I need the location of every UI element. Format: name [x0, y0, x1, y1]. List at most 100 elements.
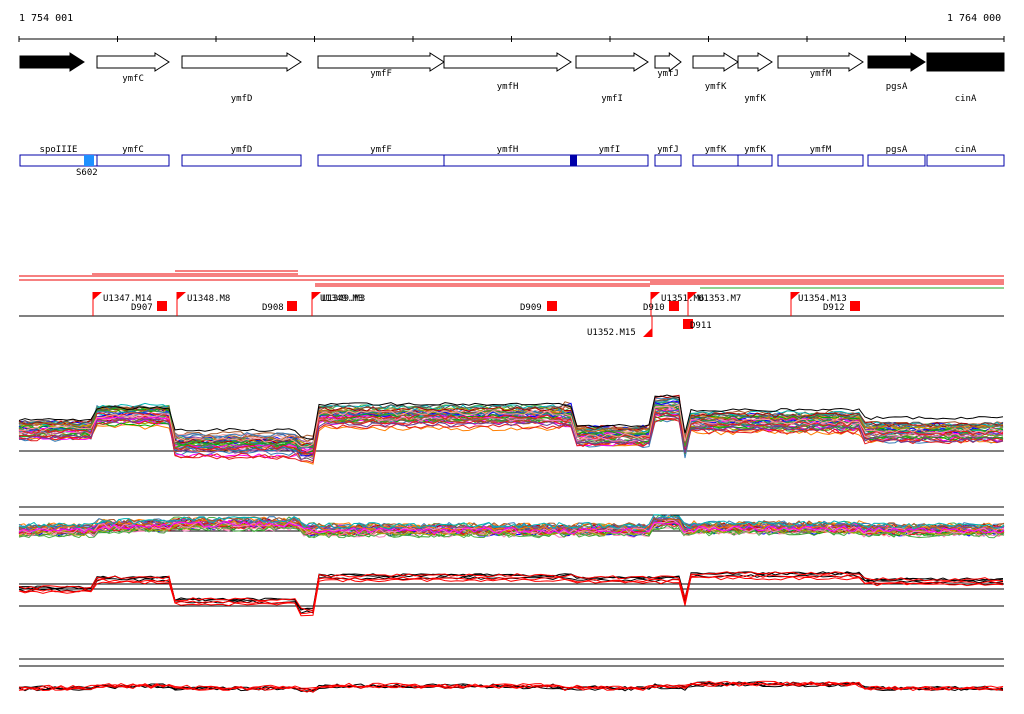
gene-label-ymfF: ymfF — [370, 69, 392, 79]
annotation-box-ymfK[interactable] — [737, 154, 773, 167]
profile-track-1 — [18, 394, 1004, 465]
profile-1-line-black — [18, 394, 1004, 440]
marker-down-box[interactable] — [683, 319, 693, 329]
annotation-box-ymfM[interactable] — [777, 154, 864, 167]
annotation-box-ymfF[interactable] — [317, 154, 445, 167]
gene-track[interactable]: spoIIIE ymfC ymfD ymfF ymfH ymfI ymfJ ymfK ymfK y… — [19, 51, 1005, 104]
profile-2-line — [18, 514, 1005, 530]
marker-down-box[interactable] — [669, 301, 679, 311]
annotation-box-ymfI[interactable] — [570, 154, 649, 167]
feature-S602-mark[interactable] — [84, 155, 94, 166]
marker-down-label: D910 — [643, 303, 665, 313]
gene-label-ymfH: ymfH — [497, 82, 519, 92]
marker-up-flag[interactable] — [791, 292, 800, 300]
annotation-label-ymfH: ymfH — [497, 145, 519, 155]
feature-S602-label: S602 — [76, 168, 98, 178]
annotation-label-ymfJ: ymfJ — [657, 145, 679, 155]
marker-down-label: D909 — [520, 303, 542, 313]
marker-down-label: D907 — [131, 303, 153, 313]
gene-arrow-ymfK[interactable] — [692, 52, 739, 72]
marker-up-label: U1354.M13 — [798, 294, 847, 304]
profile-1-line — [18, 418, 1004, 464]
annotation-box-pgsA[interactable] — [867, 154, 926, 167]
profile-1-line — [18, 404, 1004, 448]
marker-down-label: D912 — [823, 303, 845, 313]
annotation-box-ymfH[interactable] — [443, 154, 572, 167]
marker-up-label-echo: U1349.M3 — [320, 294, 363, 304]
ruler-track — [18, 36, 1005, 42]
annotation-label-spoIIIE: spoIIIE — [40, 145, 78, 155]
marker-up-flag[interactable] — [312, 292, 321, 300]
profile-3-line — [18, 571, 1004, 612]
marker-down-box[interactable] — [547, 301, 557, 311]
gene-arrow-ymfM[interactable] — [777, 52, 864, 72]
marker-up-label: U1351.M6 — [661, 294, 704, 304]
profile-1-line — [18, 400, 1004, 447]
profile-1-line — [18, 410, 1004, 455]
annotation-label-ymfD: ymfD — [231, 145, 253, 155]
gene-arrow-spoIIIE[interactable] — [19, 52, 85, 72]
profile-2-line — [18, 522, 1005, 537]
profile-1-line — [18, 408, 1004, 451]
gene-label-ymfD: ymfD — [231, 94, 253, 104]
gene-arrow-ymfC[interactable] — [96, 52, 170, 72]
gene-arrow-ymfF[interactable] — [317, 52, 445, 72]
profile-track-4 — [18, 658, 1004, 693]
annotation-label-ymfF: ymfF — [370, 145, 392, 155]
profile-1-line — [18, 405, 1004, 452]
marker-down-box[interactable] — [157, 301, 167, 311]
annotation-label-ymfK: ymfK — [705, 145, 727, 155]
annotation-label-ymfM: ymfM — [810, 145, 832, 155]
profile-1-line — [18, 403, 1004, 448]
marker-down-flag[interactable] — [643, 328, 652, 337]
annotation-box-cinA[interactable] — [926, 154, 1005, 167]
gene-label-ymfC: ymfC — [122, 74, 144, 84]
feature-dark-mark[interactable] — [570, 155, 577, 166]
marker-up-flag[interactable] — [177, 292, 186, 300]
gene-arrow-ymfJ[interactable] — [654, 51, 682, 73]
marker-up-label: U1353.M7 — [698, 294, 741, 304]
profile-track-3 — [18, 571, 1004, 617]
gene-label-ymfI: ymfI — [601, 94, 623, 104]
annotation-track[interactable]: spoIIIE ymfC ymfD ymfF ymfH ymfI ymfJ ymfK ymfK y… — [19, 145, 1005, 178]
marker-up-label: U1348.M8 — [187, 294, 230, 304]
marker-up-flag[interactable] — [651, 292, 660, 300]
marker-down-label: D911 — [690, 321, 712, 331]
annotation-box-ymfJ[interactable] — [654, 154, 682, 167]
profile-track-2 — [18, 506, 1005, 539]
marker-down-box[interactable] — [850, 301, 860, 311]
annotation-box-ymfD[interactable] — [181, 154, 302, 167]
profile-2-line — [18, 514, 1005, 530]
marker-track[interactable]: U1347.M14 U1348.M8 U1349.M3 U1351.M6U1353.M… — [19, 292, 1004, 338]
profile-2-line — [18, 523, 1005, 539]
marker-down-label: D908 — [262, 303, 284, 313]
marker-up-label: U1347.M14 — [103, 294, 152, 304]
profile-1-line — [19, 413, 1004, 456]
gene-label-cinA: cinA — [955, 94, 977, 104]
marker-down-label: U1352.M15 — [587, 328, 636, 338]
annotation-box-ymfC[interactable] — [96, 154, 170, 167]
gene-arrow-ymfI[interactable] — [575, 52, 649, 72]
profile-3-line — [18, 574, 1004, 615]
marker-down-box[interactable] — [287, 301, 297, 311]
profile-2-line — [18, 521, 1005, 537]
gene-arrow-ymfD[interactable] — [181, 52, 302, 72]
gene-arrow-ymfH[interactable] — [443, 52, 572, 72]
gene-arrow-pgsA[interactable] — [867, 52, 926, 72]
profile-1-line — [18, 394, 1004, 447]
annotation-label-ymfI: ymfI — [599, 145, 621, 155]
gene-label-ymfK: ymfK — [744, 94, 766, 104]
marker-up-flag[interactable] — [93, 292, 102, 300]
profile-4-line — [18, 680, 1004, 690]
annotation-label-cinA: cinA — [955, 145, 977, 155]
annotation-label-ymfK: ymfK — [744, 145, 766, 155]
gene-label-pgsA: pgsA — [886, 82, 908, 92]
marker-up-label: U1349.M3 — [322, 294, 365, 304]
gene-arrow-cinA[interactable] — [926, 52, 1005, 72]
annotation-box-ymfK[interactable] — [692, 154, 739, 167]
ruler-start-label: 1 754 001 — [19, 13, 74, 24]
annotation-label-pgsA: pgsA — [886, 145, 908, 155]
marker-up-flag[interactable] — [688, 292, 697, 300]
gene-arrow-ymfK[interactable] — [737, 52, 773, 72]
